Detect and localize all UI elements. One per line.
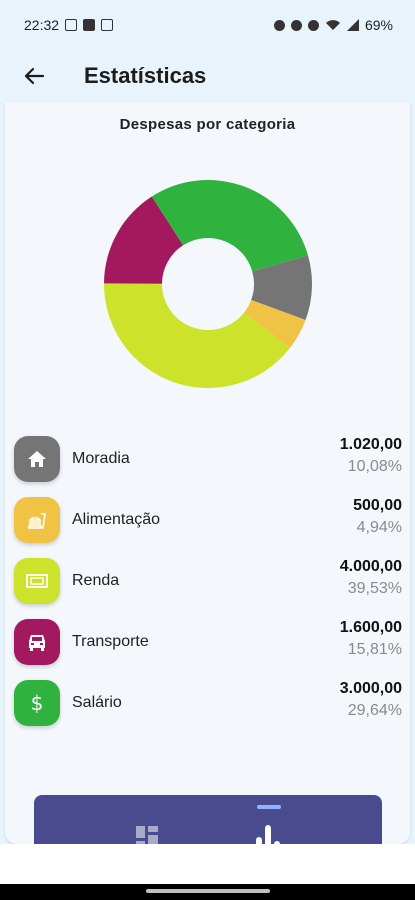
donut-slice-alimentação (244, 299, 306, 349)
category-percent: 4,94% (356, 519, 402, 536)
donut-slice-transporte (104, 196, 184, 284)
car-icon (26, 631, 48, 653)
category-values: 500,00 4,94% (353, 495, 402, 539)
category-percent: 39,53% (347, 580, 402, 597)
category-percent: 29,64% (347, 702, 402, 719)
category-name: Transporte (72, 632, 149, 650)
arrow-left-icon (24, 67, 45, 85)
category-values: 1.600,00 15,81% (340, 617, 402, 661)
category-amount: 500,00 (353, 497, 402, 514)
statistics-card: Despesas por categoria Moradia 1.020,00 10… (5, 102, 410, 844)
category-amount: 3.000,00 (339, 680, 402, 697)
wifi-icon (325, 20, 340, 30)
category-row[interactable]: Transporte 1.600,00 15,81% (14, 611, 406, 672)
nav-selected-indicator (257, 805, 281, 809)
signal-icon (346, 19, 359, 31)
category-percent: 15,81% (347, 641, 402, 658)
category-row[interactable]: $ Salário 3.000,00 29,64% (14, 672, 406, 733)
svg-text:$: $ (31, 691, 44, 715)
category-values: 1.020,00 10,08% (340, 434, 402, 478)
nfc-icon (290, 19, 302, 31)
fastfood-icon (26, 509, 48, 531)
home-gesture-handle[interactable] (146, 889, 270, 893)
status-left: 22:32 (24, 17, 114, 33)
banknote-icon (25, 572, 49, 590)
donut-slice-moradia (251, 255, 312, 321)
donut-slice-renda (103, 283, 290, 389)
category-list: Moradia 1.020,00 10,08% Alimentação 500,00 4,… (14, 428, 406, 733)
house-icon (26, 448, 48, 470)
category-name: Moradia (72, 449, 130, 467)
category-values: 4.000,00 39,53% (340, 556, 402, 600)
category-row[interactable]: Renda 4.000,00 39,53% (14, 550, 406, 611)
alarm-icon (273, 19, 285, 31)
category-amount: 1.600,00 (339, 619, 402, 636)
status-bar: 22:32 69% (0, 0, 415, 50)
category-icon-badge (14, 435, 60, 482)
app-bar: Estatísticas (0, 50, 415, 102)
back-button[interactable] (18, 60, 50, 92)
app-notification-icon (83, 19, 96, 31)
donut-slice-salário (151, 179, 308, 272)
category-row[interactable]: Moradia 1.020,00 10,08% (14, 428, 406, 489)
donut-chart (103, 179, 312, 389)
category-icon-badge (14, 496, 60, 543)
status-time: 22:32 (24, 17, 60, 33)
chart-title: Despesas por categoria (119, 116, 296, 133)
status-right: 69% (273, 17, 393, 33)
category-icon-badge (14, 618, 60, 665)
image-notification-icon (65, 19, 78, 31)
category-name: Renda (72, 571, 120, 589)
category-name: Salário (72, 693, 122, 711)
bottom-spacer (0, 844, 415, 884)
mute-icon (307, 19, 319, 31)
page-title: Estatísticas (84, 63, 207, 88)
category-values: 3.000,00 29,64% (340, 678, 402, 722)
category-row[interactable]: Alimentação 500,00 4,94% (14, 489, 406, 550)
dollar-icon: $ (26, 691, 48, 715)
category-icon-badge: $ (14, 679, 60, 726)
category-percent: 10,08% (347, 458, 402, 475)
check-notification-icon (101, 19, 114, 31)
category-name: Alimentação (72, 510, 161, 528)
category-amount: 1.020,00 (339, 436, 402, 453)
category-icon-badge (14, 557, 60, 604)
battery-level: 69% (364, 17, 393, 33)
category-amount: 4.000,00 (339, 558, 402, 575)
